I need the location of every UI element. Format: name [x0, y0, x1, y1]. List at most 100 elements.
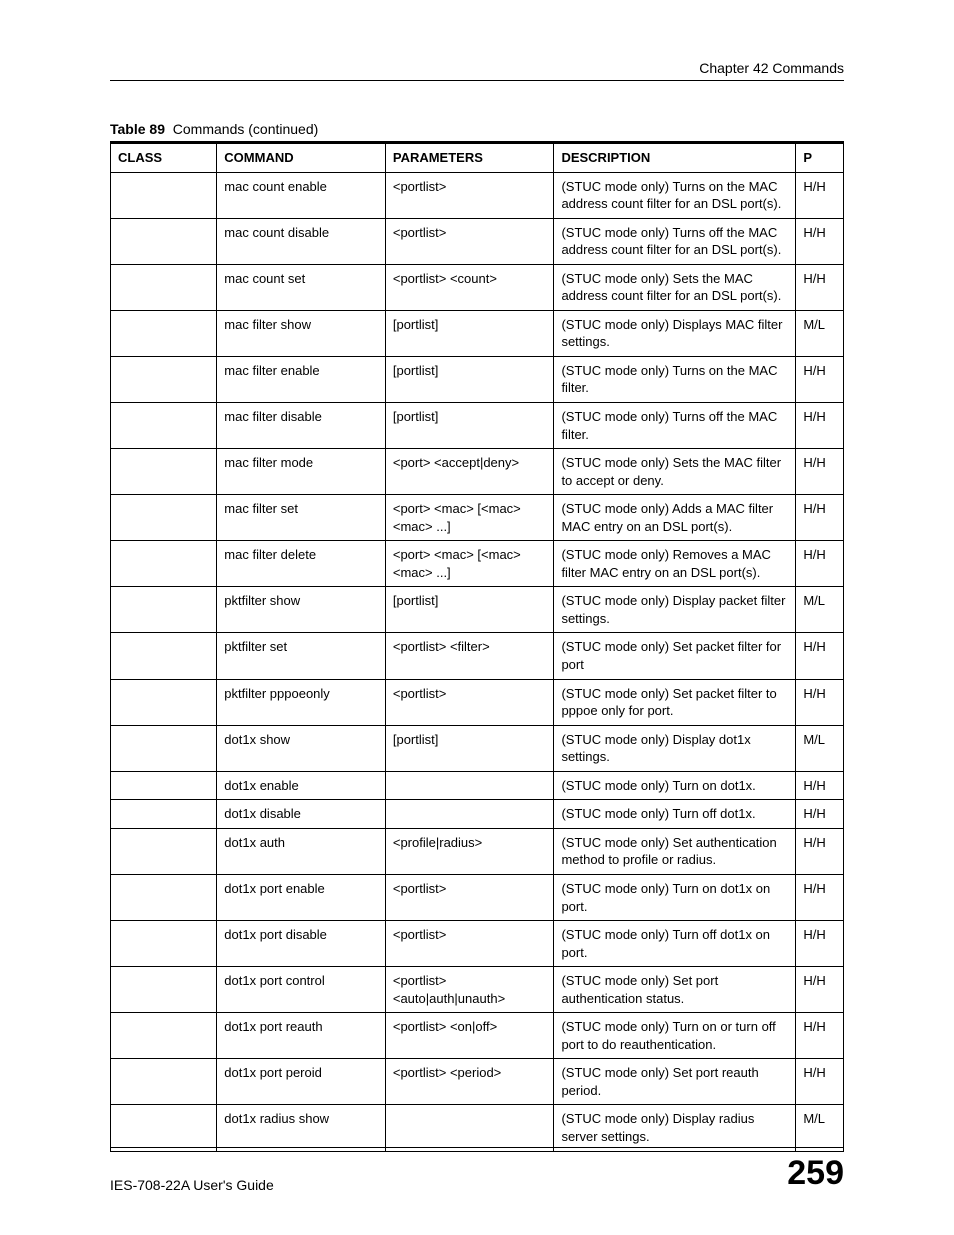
cell-description: (STUC mode only) Turns off the MAC filte… [554, 403, 796, 449]
cell-class [111, 921, 217, 967]
cell-p: H/H [796, 967, 844, 1013]
cell-class [111, 725, 217, 771]
table-row: dot1x port disable<portlist>(STUC mode o… [111, 921, 844, 967]
table-body: mac count enable<portlist>(STUC mode onl… [111, 172, 844, 1151]
table-row: mac count enable<portlist>(STUC mode onl… [111, 172, 844, 218]
cell-parameters [385, 1105, 554, 1151]
cell-parameters: [portlist] [385, 725, 554, 771]
cell-class [111, 874, 217, 920]
cell-parameters: <port> <mac> [<mac> <mac> ...] [385, 541, 554, 587]
cell-p: H/H [796, 541, 844, 587]
cell-p: H/H [796, 800, 844, 829]
cell-parameters: [portlist] [385, 310, 554, 356]
cell-p: H/H [796, 874, 844, 920]
cell-class [111, 541, 217, 587]
cell-class [111, 495, 217, 541]
cell-class [111, 587, 217, 633]
table-row: pktfilter show[portlist](STUC mode only)… [111, 587, 844, 633]
table-row: dot1x port peroid<portlist> <period>(STU… [111, 1059, 844, 1105]
cell-description: (STUC mode only) Turn off dot1x. [554, 800, 796, 829]
cell-command: dot1x enable [217, 771, 386, 800]
cell-command: dot1x disable [217, 800, 386, 829]
cell-class [111, 1013, 217, 1059]
cell-p: H/H [796, 449, 844, 495]
cell-p: H/H [796, 218, 844, 264]
table-row: mac filter mode<port> <accept|deny>(STUC… [111, 449, 844, 495]
cell-command: dot1x port control [217, 967, 386, 1013]
cell-class [111, 1059, 217, 1105]
cell-parameters: <portlist> [385, 921, 554, 967]
cell-description: (STUC mode only) Set port authentication… [554, 967, 796, 1013]
cell-p: M/L [796, 310, 844, 356]
cell-p: M/L [796, 1105, 844, 1151]
table-row: dot1x enable(STUC mode only) Turn on dot… [111, 771, 844, 800]
cell-command: pktfilter pppoeonly [217, 679, 386, 725]
cell-class [111, 310, 217, 356]
cell-class [111, 172, 217, 218]
chapter-title: Chapter 42 Commands [110, 60, 844, 76]
table-row: mac count set<portlist> <count>(STUC mod… [111, 264, 844, 310]
cell-p: H/H [796, 633, 844, 679]
cell-p: M/L [796, 587, 844, 633]
cell-class [111, 403, 217, 449]
cell-class [111, 679, 217, 725]
cell-command: dot1x port disable [217, 921, 386, 967]
cell-parameters: <portlist> <period> [385, 1059, 554, 1105]
col-p: P [796, 143, 844, 173]
cell-class [111, 264, 217, 310]
table-row: mac filter set<port> <mac> [<mac> <mac> … [111, 495, 844, 541]
table-row: mac filter enable[portlist](STUC mode on… [111, 356, 844, 402]
cell-parameters [385, 771, 554, 800]
cell-description: (STUC mode only) Turns on the MAC addres… [554, 172, 796, 218]
table-label: Table 89 [110, 121, 165, 137]
cell-command: dot1x show [217, 725, 386, 771]
table-header-row: CLASS COMMAND PARAMETERS DESCRIPTION P [111, 143, 844, 173]
cell-description: (STUC mode only) Turn on or turn off por… [554, 1013, 796, 1059]
cell-description: (STUC mode only) Display dot1x settings. [554, 725, 796, 771]
cell-parameters: <portlist> [385, 679, 554, 725]
cell-p: H/H [796, 1013, 844, 1059]
cell-command: pktfilter set [217, 633, 386, 679]
cell-description: (STUC mode only) Turn off dot1x on port. [554, 921, 796, 967]
table-row: mac count disable<portlist>(STUC mode on… [111, 218, 844, 264]
col-description: DESCRIPTION [554, 143, 796, 173]
cell-description: (STUC mode only) Set port reauth period. [554, 1059, 796, 1105]
cell-class [111, 771, 217, 800]
header-rule: Chapter 42 Commands [110, 60, 844, 81]
footer: IES-708-22A User's Guide 259 [110, 1147, 844, 1193]
cell-parameters: <portlist> <count> [385, 264, 554, 310]
cell-command: mac count enable [217, 172, 386, 218]
cell-parameters [385, 800, 554, 829]
cell-parameters: <profile|radius> [385, 828, 554, 874]
cell-description: (STUC mode only) Sets the MAC address co… [554, 264, 796, 310]
cell-parameters: <port> <mac> [<mac> <mac> ...] [385, 495, 554, 541]
page: Chapter 42 Commands Table 89 Commands (c… [0, 0, 954, 1235]
cell-description: (STUC mode only) Adds a MAC filter MAC e… [554, 495, 796, 541]
col-command: COMMAND [217, 143, 386, 173]
col-class: CLASS [111, 143, 217, 173]
cell-class [111, 1105, 217, 1151]
cell-command: mac filter show [217, 310, 386, 356]
table-row: dot1x port control<portlist> <auto|auth|… [111, 967, 844, 1013]
footer-guide-name: IES-708-22A User's Guide [110, 1177, 274, 1193]
cell-p: H/H [796, 403, 844, 449]
cell-command: mac filter enable [217, 356, 386, 402]
table-row: dot1x radius show(STUC mode only) Displa… [111, 1105, 844, 1151]
cell-description: (STUC mode only) Display packet filter s… [554, 587, 796, 633]
page-number: 259 [787, 1154, 844, 1193]
cell-description: (STUC mode only) Turns off the MAC addre… [554, 218, 796, 264]
table-row: mac filter disable[portlist](STUC mode o… [111, 403, 844, 449]
cell-p: H/H [796, 264, 844, 310]
cell-description: (STUC mode only) Sets the MAC filter to … [554, 449, 796, 495]
cell-command: mac filter delete [217, 541, 386, 587]
table-row: mac filter show[portlist](STUC mode only… [111, 310, 844, 356]
cell-parameters: <portlist> [385, 172, 554, 218]
table-row: dot1x show[portlist](STUC mode only) Dis… [111, 725, 844, 771]
cell-command: dot1x radius show [217, 1105, 386, 1151]
cell-description: (STUC mode only) Set authentication meth… [554, 828, 796, 874]
table-row: mac filter delete<port> <mac> [<mac> <ma… [111, 541, 844, 587]
table-row: dot1x auth<profile|radius>(STUC mode onl… [111, 828, 844, 874]
cell-parameters: [portlist] [385, 356, 554, 402]
cell-class [111, 800, 217, 829]
cell-description: (STUC mode only) Set packet filter to pp… [554, 679, 796, 725]
